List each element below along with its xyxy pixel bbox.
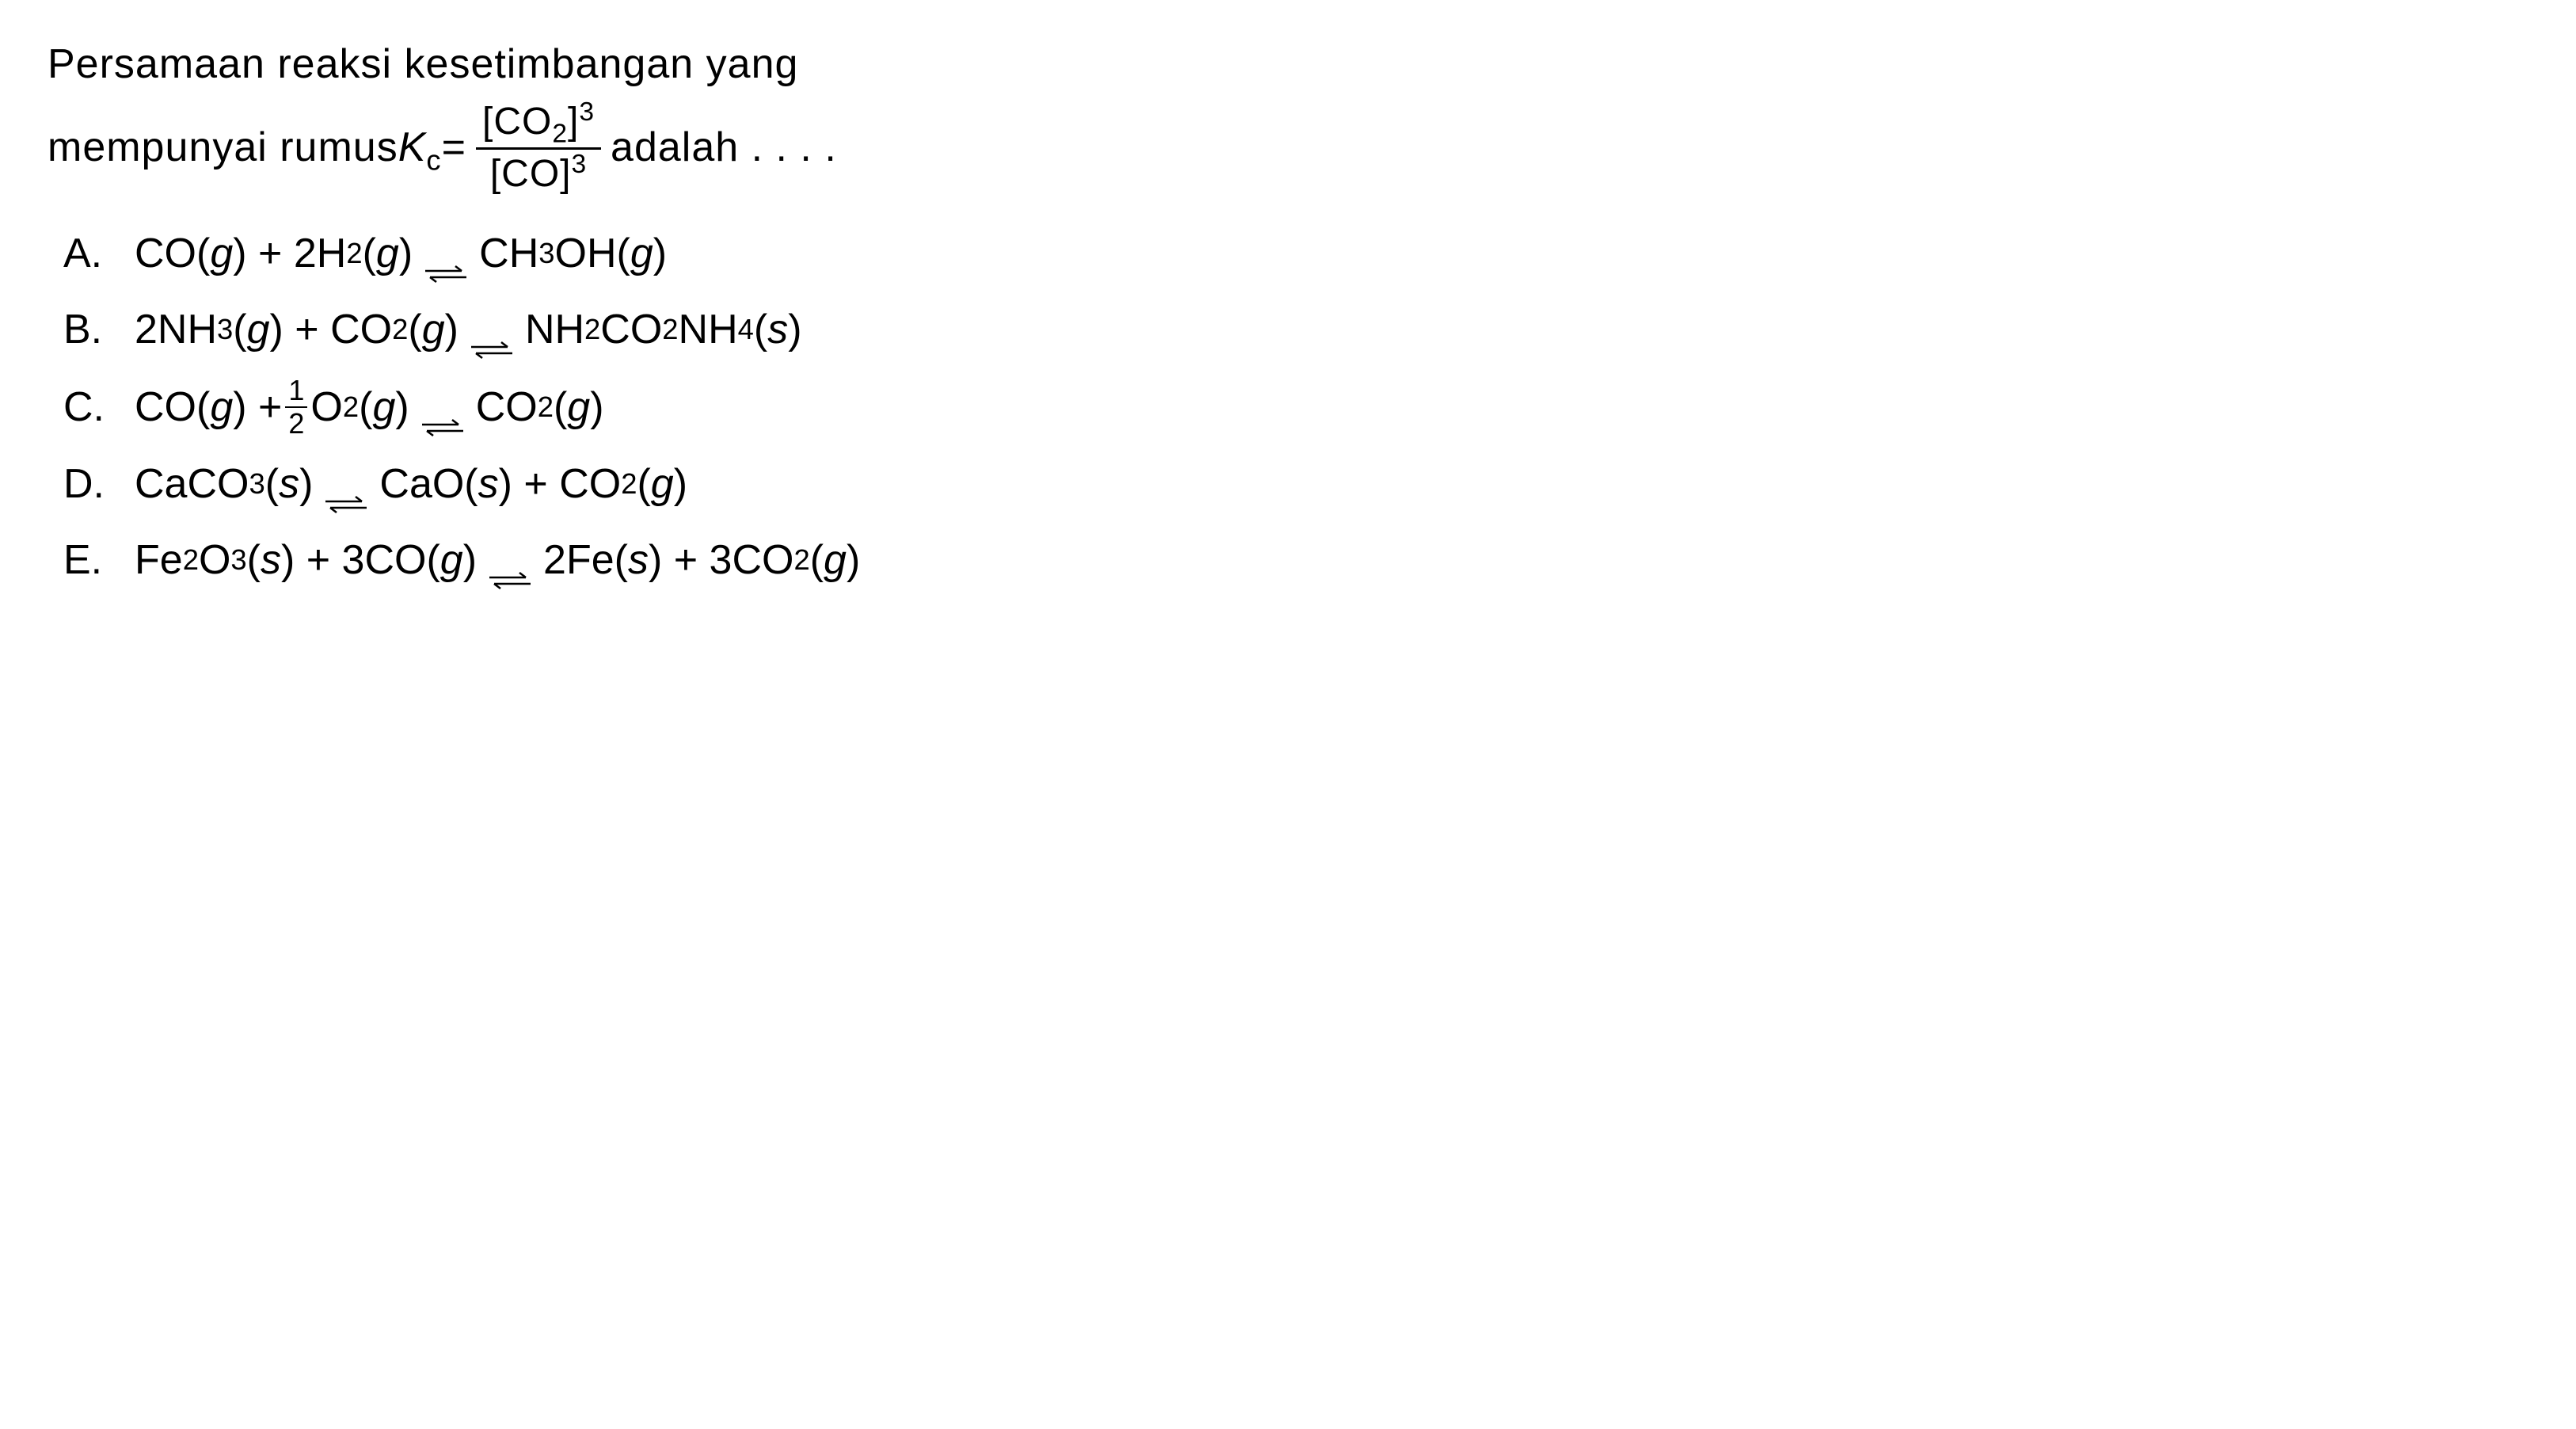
option-c: C. CO(g) + 1 2 O2(g) CO2(g): [48, 375, 2528, 439]
equilibrium-arrow-icon: [420, 395, 465, 419]
question-line-2: mempunyai rumus Kc = [CO2]3 [CO]3 adalah…: [48, 97, 2528, 199]
equals-sign: =: [442, 115, 466, 181]
question-text-part1: mempunyai rumus: [48, 115, 398, 181]
question-stem: Persamaan reaksi kesetimbangan yang memp…: [48, 32, 2528, 199]
option-a-label: A.: [48, 223, 135, 284]
option-b-label: B.: [48, 299, 135, 360]
option-d-content: CaCO3(s) CaO(s) + CO2(g): [135, 453, 687, 515]
option-c-content: CO(g) + 1 2 O2(g) CO2(g): [135, 375, 604, 439]
fraction-numerator: [CO2]3: [476, 97, 601, 149]
equilibrium-arrow-icon: [324, 472, 368, 496]
option-e: E. Fe2O3(s) + 3CO(g) 2Fe(s) + 3CO2(g): [48, 529, 2528, 591]
equilibrium-arrow-icon: [424, 242, 468, 265]
option-b-content: 2NH3(g) + CO2(g) NH2CO2NH4(s): [135, 299, 802, 360]
question-text-part2: adalah . . . .: [611, 115, 837, 181]
equilibrium-arrow-icon: [488, 548, 532, 572]
option-a: A. CO(g) + 2H2(g) CH3OH(g): [48, 223, 2528, 284]
option-d: D. CaCO3(s) CaO(s) + CO2(g): [48, 453, 2528, 515]
kc-variable: Kc: [398, 115, 442, 181]
option-a-content: CO(g) + 2H2(g) CH3OH(g): [135, 223, 667, 284]
question-line-1: Persamaan reaksi kesetimbangan yang: [48, 32, 2528, 97]
option-c-label: C.: [48, 376, 135, 438]
option-b: B. 2NH3(g) + CO2(g) NH2CO2NH4(s): [48, 299, 2528, 360]
kc-fraction: [CO2]3 [CO]3: [476, 97, 601, 199]
half-fraction: 1 2: [285, 375, 307, 439]
option-d-label: D.: [48, 453, 135, 515]
fraction-denominator: [CO]3: [484, 150, 593, 199]
equilibrium-arrow-icon: [470, 318, 514, 341]
option-e-content: Fe2O3(s) + 3CO(g) 2Fe(s) + 3CO2(g): [135, 529, 860, 591]
options-list: A. CO(g) + 2H2(g) CH3OH(g) B. 2NH3(g) + …: [48, 223, 2528, 591]
option-e-label: E.: [48, 529, 135, 591]
